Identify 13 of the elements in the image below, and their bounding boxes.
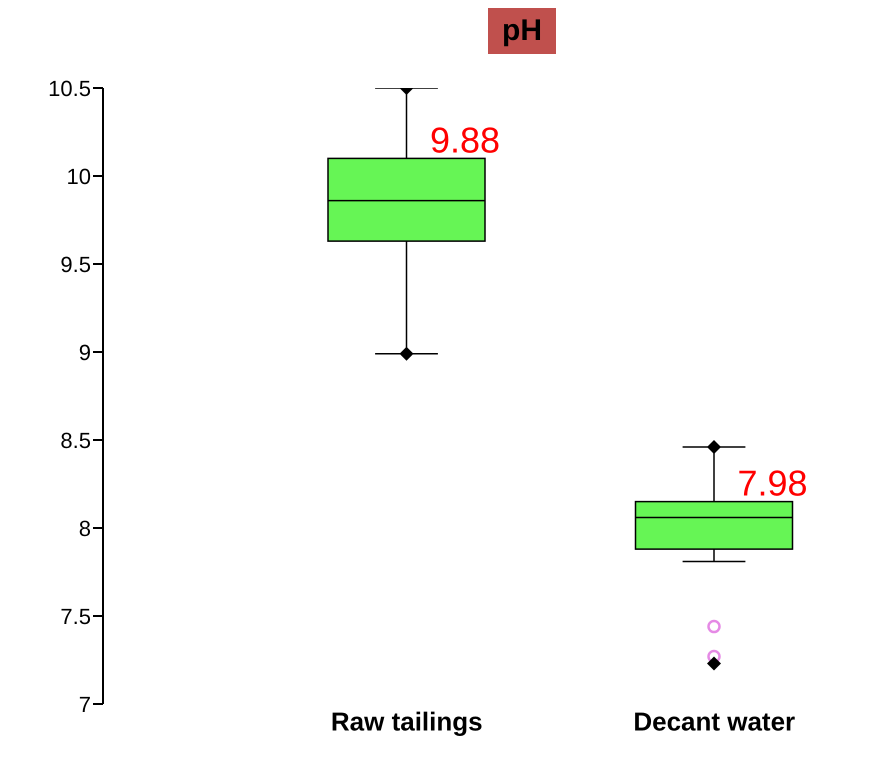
y-tick-label: 7 [78,692,91,717]
y-tick-label: 8.5 [60,428,91,453]
y-tick-label: 10.5 [48,76,91,101]
y-tick-label: 10 [66,164,91,189]
x-tick-label: Raw tailings [330,706,483,736]
y-tick-label: 7.5 [60,604,91,629]
x-tick-label: Decant water [633,706,796,736]
chart-title: pH [488,8,556,54]
y-tick-label: 8 [78,516,91,541]
annotation: 9.88 [430,119,500,160]
annotation: 7.98 [738,462,808,504]
y-tick-label: 9.5 [60,252,91,277]
y-tick-label: 9 [78,340,91,365]
